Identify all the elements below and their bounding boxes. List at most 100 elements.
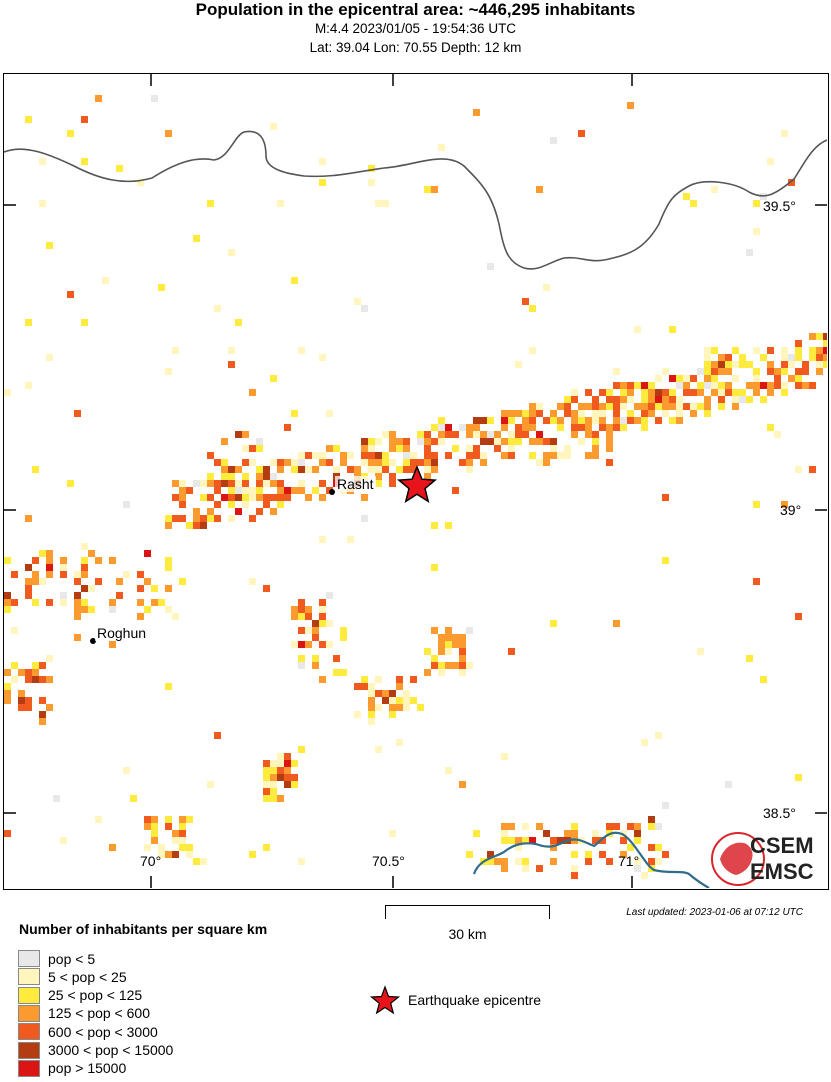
population-cell <box>655 375 662 382</box>
population-cell <box>417 431 424 438</box>
population-cell <box>662 403 669 410</box>
population-cell <box>291 760 298 767</box>
city-marker-rasht <box>329 489 335 495</box>
legend-swatch <box>18 1059 40 1077</box>
population-cell <box>214 480 221 487</box>
population-cell <box>256 487 263 494</box>
population-cell <box>18 669 25 676</box>
population-cell <box>207 200 214 207</box>
population-cell <box>543 438 550 445</box>
population-cell <box>298 466 305 473</box>
population-cell <box>109 606 116 613</box>
population-cell <box>312 452 319 459</box>
population-cell <box>291 459 298 466</box>
population-cell <box>571 851 578 858</box>
population-cell <box>515 837 522 844</box>
population-cell <box>368 718 375 725</box>
population-cell <box>172 494 179 501</box>
population-cell <box>263 760 270 767</box>
population-cell <box>46 599 53 606</box>
population-cell <box>375 438 382 445</box>
population-cell <box>473 431 480 438</box>
population-cell <box>550 844 557 851</box>
population-cell <box>585 851 592 858</box>
emsc-logo: CSEM EMSC <box>711 832 814 886</box>
population-cell <box>627 410 634 417</box>
population-cell <box>473 452 480 459</box>
population-cell <box>648 389 655 396</box>
population-cell <box>291 606 298 613</box>
population-cell <box>816 368 823 375</box>
population-cell <box>599 837 606 844</box>
population-cell <box>39 711 46 718</box>
population-cell <box>662 410 669 417</box>
population-cell <box>95 578 102 585</box>
population-cell <box>179 480 186 487</box>
legend-label: pop < 5 <box>48 950 96 967</box>
population-cell <box>4 557 11 564</box>
population-cell <box>529 305 536 312</box>
population-cell <box>746 382 753 389</box>
population-cell <box>319 599 326 606</box>
population-cell <box>340 634 347 641</box>
population-cell <box>396 704 403 711</box>
population-cell <box>683 389 690 396</box>
population-cell <box>690 200 697 207</box>
population-cell <box>753 382 760 389</box>
population-cell <box>795 354 802 361</box>
population-cell <box>221 473 228 480</box>
population-cell <box>32 466 39 473</box>
population-cell <box>207 480 214 487</box>
population-cell <box>88 606 95 613</box>
population-cell <box>179 501 186 508</box>
population-cell <box>466 452 473 459</box>
population-cell <box>578 438 585 445</box>
population-cell <box>18 690 25 697</box>
population-cell <box>193 235 200 242</box>
population-cell <box>298 641 305 648</box>
population-cell <box>60 592 67 599</box>
population-cell <box>228 501 235 508</box>
population-cell <box>557 837 564 844</box>
population-cell <box>284 767 291 774</box>
population-cell <box>298 459 305 466</box>
legend-label: 600 < pop < 3000 <box>48 1023 158 1040</box>
population-cell <box>263 795 270 802</box>
population-cell <box>655 823 662 830</box>
population-map[interactable]: 39.5° 39° 38.5° 70° 70.5° 71° Rasht Rogh… <box>3 73 829 890</box>
population-cell <box>641 739 648 746</box>
population-cell <box>431 466 438 473</box>
population-cell <box>774 375 781 382</box>
population-cell <box>347 466 354 473</box>
population-cell <box>298 480 305 487</box>
population-cell <box>242 473 249 480</box>
population-cell <box>277 767 284 774</box>
population-cell <box>550 438 557 445</box>
population-cell <box>284 760 291 767</box>
population-cell <box>291 410 298 417</box>
population-cell <box>4 389 11 396</box>
population-cell <box>788 361 795 368</box>
population-cell <box>431 564 438 571</box>
legend-item: 600 < pop < 3000 <box>18 1023 158 1041</box>
population-cell <box>613 823 620 830</box>
population-cell <box>508 823 515 830</box>
population-cell <box>550 445 557 452</box>
population-cell <box>60 837 67 844</box>
population-cell <box>669 375 676 382</box>
population-cell <box>606 823 613 830</box>
population-cell <box>403 690 410 697</box>
map-title: Population in the epicentral area: ~446,… <box>195 0 636 19</box>
population-cell <box>18 704 25 711</box>
population-cell <box>333 466 340 473</box>
population-cell <box>424 445 431 452</box>
city-label-roghun: Roghun <box>95 625 149 641</box>
population-cell <box>634 417 641 424</box>
population-cell <box>655 396 662 403</box>
population-cell <box>732 361 739 368</box>
population-cell <box>4 606 11 613</box>
population-cell <box>648 844 655 851</box>
population-cell <box>767 347 774 354</box>
population-cell <box>228 480 235 487</box>
population-cell <box>767 382 774 389</box>
